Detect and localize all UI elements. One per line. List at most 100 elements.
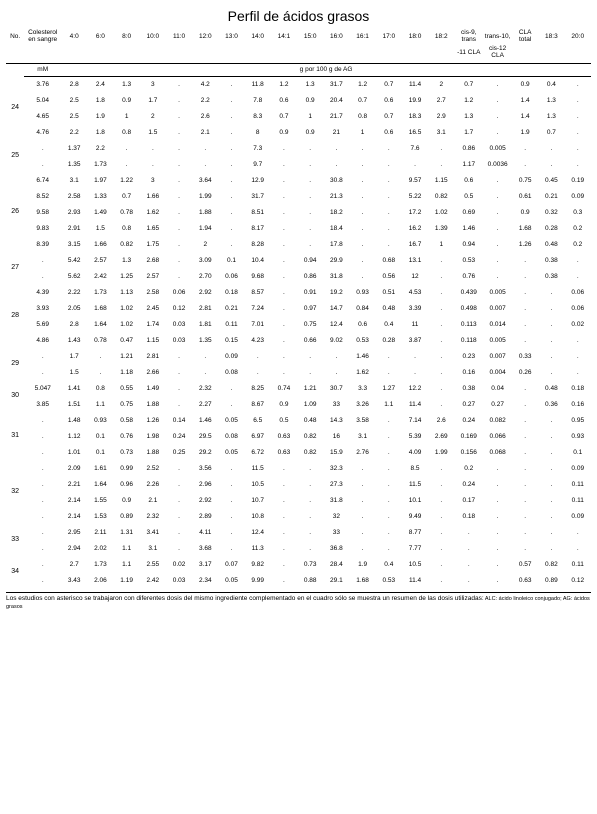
cell: 0.06 xyxy=(218,268,244,284)
cell: 0.9 xyxy=(297,124,323,140)
cell: 7.6 xyxy=(402,140,428,156)
cell: . xyxy=(24,556,61,572)
cell: . xyxy=(140,156,166,172)
cell: 2.4 xyxy=(87,76,113,92)
cell: . xyxy=(245,348,271,364)
cell: 2.58 xyxy=(140,284,166,300)
cell: 0.96 xyxy=(114,476,140,492)
cell: 0.06 xyxy=(564,300,591,316)
group-no: 31 xyxy=(6,412,24,460)
cell: 2.92 xyxy=(192,284,218,300)
cell: . xyxy=(483,492,512,508)
cell: 2.5 xyxy=(61,108,87,124)
cell: 0.82 xyxy=(297,428,323,444)
cell: . xyxy=(192,348,218,364)
cell: 0.24 xyxy=(166,428,192,444)
cell: . xyxy=(24,444,61,460)
cell: 28.4 xyxy=(323,556,349,572)
cell: 2.92 xyxy=(192,492,218,508)
cell: . xyxy=(564,540,591,556)
table-body: 243.762.82.41.33.4.2.11.81.21.331.71.20.… xyxy=(6,76,591,588)
cell: . xyxy=(376,412,402,428)
cell: 2.57 xyxy=(140,268,166,284)
cell: . xyxy=(512,460,538,476)
cell: 0.74 xyxy=(271,380,297,396)
cell: 2.2 xyxy=(61,124,87,140)
cell: 0.11 xyxy=(564,476,591,492)
cell: . xyxy=(166,268,192,284)
cell: 17.2 xyxy=(402,204,428,220)
cell: 1.51 xyxy=(61,396,87,412)
cell: . xyxy=(349,140,375,156)
cell: . xyxy=(297,508,323,524)
cell: . xyxy=(349,252,375,268)
cell: 3.15 xyxy=(61,236,87,252)
cell: . xyxy=(538,540,564,556)
cell: . xyxy=(483,172,512,188)
cell: 0.007 xyxy=(483,348,512,364)
cell: 2.22 xyxy=(61,284,87,300)
cell: . xyxy=(271,364,297,380)
cell: 0.17 xyxy=(454,492,483,508)
cell: 0.48 xyxy=(297,412,323,428)
cell: 5.047 xyxy=(24,380,61,396)
cell: . xyxy=(349,540,375,556)
cell: 2.11 xyxy=(87,524,113,540)
table-row: 25.1.372.2.....7.3.....7.6.0.860.005... xyxy=(6,140,591,156)
cell: 5.42 xyxy=(61,252,87,268)
cell: 1.74 xyxy=(140,316,166,332)
cell: 1.21 xyxy=(114,348,140,364)
cell: . xyxy=(24,540,61,556)
cell: 1.35 xyxy=(192,332,218,348)
cell: . xyxy=(297,188,323,204)
cell: 0.113 xyxy=(454,316,483,332)
cell: 1.22 xyxy=(114,172,140,188)
cell: . xyxy=(512,316,538,332)
cell: 1.3 xyxy=(297,76,323,92)
cell: . xyxy=(297,236,323,252)
cell: 1.39 xyxy=(428,220,454,236)
cell: 2.09 xyxy=(61,460,87,476)
cell: 10.8 xyxy=(245,508,271,524)
cell: 1.49 xyxy=(140,380,166,396)
cell: . xyxy=(192,140,218,156)
cell: . xyxy=(166,124,192,140)
cell: 1.3 xyxy=(114,76,140,92)
cell: 11.4 xyxy=(402,76,428,92)
cell: 2.69 xyxy=(428,428,454,444)
group-no: 28 xyxy=(6,284,24,348)
cell: 8.67 xyxy=(245,396,271,412)
cell: 0.16 xyxy=(454,364,483,380)
cell: 2.93 xyxy=(61,204,87,220)
cell: 1.01 xyxy=(61,444,87,460)
cell: . xyxy=(538,364,564,380)
cell: . xyxy=(428,156,454,172)
cell: 0.0036 xyxy=(483,156,512,172)
cell: 0.82 xyxy=(114,236,140,252)
col-subheader xyxy=(538,44,564,63)
cell: 16.7 xyxy=(402,236,428,252)
cell: . xyxy=(218,380,244,396)
cell: 1.94 xyxy=(192,220,218,236)
cell: 14.3 xyxy=(323,412,349,428)
cell: . xyxy=(376,428,402,444)
cell: . xyxy=(428,364,454,380)
cell: 0.12 xyxy=(564,572,591,588)
cell: 0.5 xyxy=(271,412,297,428)
cell: . xyxy=(349,204,375,220)
cell: 1.41 xyxy=(61,380,87,396)
cell: 1 xyxy=(349,124,375,140)
cell: . xyxy=(24,476,61,492)
cell: 0.63 xyxy=(271,444,297,460)
cell: 1.19 xyxy=(114,572,140,588)
cell: 1.48 xyxy=(61,412,87,428)
cell: . xyxy=(483,124,512,140)
cell: . xyxy=(483,220,512,236)
cell: 3.1 xyxy=(349,428,375,444)
cell: . xyxy=(349,268,375,284)
cell: 0.7 xyxy=(349,92,375,108)
col-header: 12:0 xyxy=(192,28,218,44)
cell: 21 xyxy=(323,124,349,140)
cell: 2.2 xyxy=(87,140,113,156)
cell: 0.07 xyxy=(218,556,244,572)
